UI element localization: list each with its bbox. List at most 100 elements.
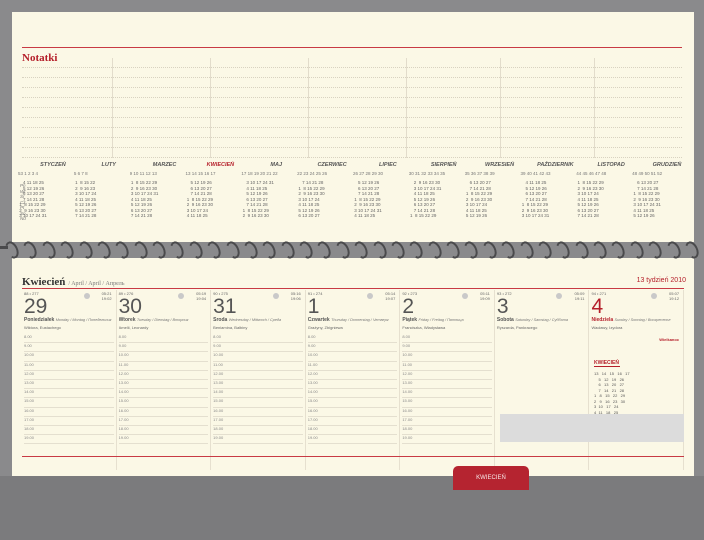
spiral-ring <box>315 239 334 261</box>
hour-slot[interactable]: 18.00 <box>213 426 303 436</box>
hour-slot[interactable]: 10.00 <box>307 352 398 362</box>
hour-slot[interactable]: 15.00 <box>24 398 114 408</box>
hour-slot[interactable]: 15.00 <box>213 398 303 408</box>
sunrise-sunset: 05:21 19:02 <box>101 291 112 301</box>
day-column[interactable]: 93 • 272 05:09 19:11 3 Sobota Saturday /… <box>495 290 590 470</box>
hour-slot[interactable]: 17.00 <box>307 417 398 426</box>
sunrise-sunset: 05:16 19:06 <box>290 291 301 301</box>
hour-slot[interactable]: 17.00 <box>24 417 114 426</box>
hour-slot[interactable]: 16.00 <box>24 408 114 417</box>
notes-lines <box>22 58 682 158</box>
sunrise-sunset: 05:14 19:07 <box>385 291 396 301</box>
hour-slot[interactable]: 16.00 <box>402 408 492 417</box>
name-days: Franciszka, Władysława <box>402 325 446 330</box>
week-rule <box>22 288 684 289</box>
hour-slot[interactable]: 19.00 <box>307 435 398 445</box>
hour-slot[interactable]: 12.00 <box>213 371 303 380</box>
spiral-ring <box>645 239 665 261</box>
hour-slot[interactable]: 18.00 <box>24 426 114 436</box>
hour-slot[interactable]: 9.00 <box>118 343 209 353</box>
month-name: Kwiecień <box>22 276 66 288</box>
day-of-year: 90 • 275 <box>213 291 228 296</box>
spiral-ring <box>370 239 389 261</box>
hour-slot[interactable]: 9.00 <box>402 343 492 353</box>
hour-slot[interactable]: 13.00 <box>118 380 209 390</box>
hour-slot[interactable]: 10.00 <box>402 352 492 362</box>
hour-slot[interactable]: 11.00 <box>307 362 398 371</box>
year-month-grid: 6 13 20 27 7 14 21 28 1 8 15 22 29 2 9 1… <box>633 180 661 218</box>
hour-slot[interactable]: 19.00 <box>213 435 303 445</box>
hour-slot[interactable]: 11.00 <box>402 362 492 371</box>
hour-slot[interactable]: 13.00 <box>402 380 492 390</box>
notes-column-divider <box>210 58 211 158</box>
hour-slot[interactable]: 14.00 <box>24 389 114 399</box>
hour-slot[interactable]: 19.00 <box>402 435 492 445</box>
hour-slot[interactable]: 15.00 <box>402 398 492 408</box>
hour-slot[interactable]: 9.00 <box>213 343 303 353</box>
hour-slot[interactable]: 19.00 <box>24 435 114 445</box>
hour-slot[interactable]: 12.00 <box>118 371 209 380</box>
hour-slot[interactable]: 18.00 <box>118 426 209 436</box>
spiral-ring <box>2 239 22 261</box>
hour-slot[interactable]: 8.00 <box>402 334 492 344</box>
year-month: MARZEC 9 10 11 12 13 1 8 15 22 29 2 9 16… <box>130 162 186 222</box>
hour-slot[interactable]: 11.00 <box>118 362 209 371</box>
year-month: KWIECIEŃ 13 14 15 16 17 5 12 19 26 6 13 … <box>185 162 241 222</box>
hour-slot[interactable]: 9.00 <box>24 343 114 353</box>
year-month-name: KWIECIEŃ <box>206 162 235 168</box>
hour-slot[interactable]: 11.00 <box>213 362 303 371</box>
spiral-ring <box>113 239 132 261</box>
hour-slot[interactable]: 18.00 <box>307 426 398 436</box>
hour-slot[interactable]: 10.00 <box>24 352 114 362</box>
hour-slot[interactable]: 12.00 <box>24 371 114 380</box>
spiral-ring <box>480 239 499 261</box>
year-month-weeks: 53 1 2 3 4 <box>18 171 39 176</box>
hour-slot[interactable]: 15.00 <box>118 398 209 408</box>
spiral-ring <box>425 239 444 261</box>
day-column[interactable]: 94 • 271 05:07 19:12 4 Niedziela Sunday … <box>589 290 685 470</box>
hour-slot[interactable]: 14.00 <box>307 389 398 399</box>
hour-slot[interactable]: 8.00 <box>307 334 398 344</box>
hour-slot[interactable]: 10.00 <box>213 352 303 362</box>
hour-slot[interactable]: 16.00 <box>118 408 209 417</box>
sunrise-sunset: 05:19 19:04 <box>196 291 207 301</box>
year-month-grid: 1 8 15 22 2 9 16 23 3 10 17 24 4 11 18 2… <box>75 180 97 218</box>
month-tab[interactable]: KWIECIEŃ <box>453 466 529 490</box>
hour-slot[interactable]: 8.00 <box>213 334 303 344</box>
hour-slot[interactable]: 8.00 <box>24 334 114 344</box>
hour-slot[interactable]: 13.00 <box>307 380 398 390</box>
hour-slot[interactable]: 8.00 <box>118 334 209 344</box>
year-month-weeks: 30 31 32 33 34 35 <box>408 171 446 176</box>
hour-slot[interactable]: 12.00 <box>402 371 492 380</box>
hour-slot[interactable]: 14.00 <box>213 389 303 399</box>
day-name: Wtorek Tuesday / Dienstag / Вторник <box>118 317 189 323</box>
day-column[interactable]: 88 • 277 05:21 19:02 29 Poniedziałek Mon… <box>22 290 117 470</box>
day-column[interactable]: 92 • 273 05:11 19:09 2 Piątek Friday / F… <box>400 290 495 470</box>
year-month-name: STYCZEŃ <box>40 162 66 168</box>
hour-slot[interactable]: 10.00 <box>118 352 209 362</box>
hour-slot[interactable]: 14.00 <box>402 389 492 399</box>
day-column[interactable]: 89 • 276 05:19 19:04 30 Wtorek Tuesday /… <box>117 290 212 470</box>
hour-slot[interactable]: 14.00 <box>118 389 209 399</box>
year-month: MAJ 17 18 19 20 21 22 3 10 17 24 31 4 11… <box>241 162 297 222</box>
day-column[interactable]: 90 • 275 05:16 19:06 31 Środa Wednesday … <box>211 290 306 470</box>
hour-slot[interactable]: 13.00 <box>213 380 303 390</box>
day-name: Poniedziałek Monday / Montag / Понедельн… <box>24 317 112 323</box>
sun-icon <box>461 293 468 299</box>
hour-slot[interactable]: 17.00 <box>118 417 209 426</box>
hour-slot[interactable]: 16.00 <box>307 408 398 417</box>
hour-slot[interactable]: 19.00 <box>118 435 209 445</box>
hour-slot[interactable]: 13.00 <box>24 380 114 390</box>
spiral-ring <box>278 239 297 261</box>
hour-slot[interactable]: 17.00 <box>402 417 492 426</box>
hour-slot[interactable]: 11.00 <box>24 362 114 371</box>
hour-slot[interactable]: 18.00 <box>402 426 492 436</box>
hour-slot[interactable]: 9.00 <box>307 343 398 353</box>
spiral-ring <box>572 239 591 261</box>
spiral-ring <box>241 239 261 261</box>
hour-slot[interactable]: 17.00 <box>213 417 303 426</box>
hour-slot[interactable]: 15.00 <box>307 398 398 408</box>
hour-slot[interactable]: 16.00 <box>213 408 303 417</box>
day-column[interactable]: 91 • 274 05:14 19:07 1 Czwartek Thursday… <box>306 290 401 470</box>
hour-slot[interactable]: 12.00 <box>307 371 398 380</box>
